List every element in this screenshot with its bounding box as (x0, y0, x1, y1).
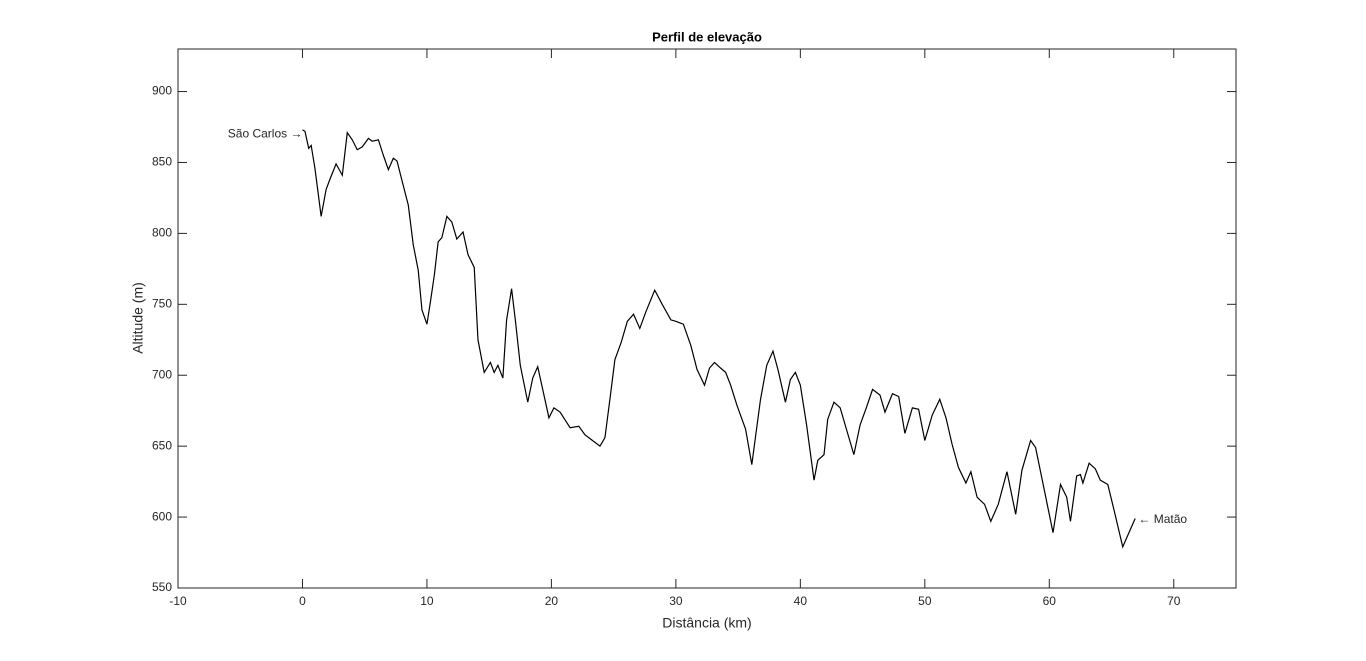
y-tick-label: 700 (152, 367, 172, 381)
elevation-line (302, 129, 1136, 549)
y-tick-label: 750 (152, 296, 172, 310)
x-tick-label: 20 (545, 594, 559, 608)
y-tick-label: 600 (152, 509, 172, 523)
x-tick-label: 0 (299, 594, 306, 608)
annotation: ← Matão (1138, 512, 1187, 526)
y-tick-label: 650 (152, 438, 172, 452)
chart-title: Perfil de elevação (652, 29, 762, 44)
y-axis-label: Altitude (m) (130, 282, 146, 354)
x-tick-label: 30 (669, 594, 683, 608)
plot-box (177, 48, 1237, 589)
x-tick-label: 50 (918, 594, 932, 608)
y-tick-label: 800 (152, 226, 172, 240)
x-axis-label: Distância (km) (662, 615, 751, 631)
x-tick-label: 60 (1043, 594, 1057, 608)
x-tick-label: 40 (794, 594, 808, 608)
y-tick-label: 550 (152, 580, 172, 594)
x-tick-label: 70 (1167, 594, 1181, 608)
x-tick-label: 10 (420, 594, 434, 608)
annotation: São Carlos → (228, 126, 303, 140)
x-tick-label: -10 (169, 594, 187, 608)
y-tick-label: 900 (152, 84, 172, 98)
y-tick-label: 850 (152, 155, 172, 169)
